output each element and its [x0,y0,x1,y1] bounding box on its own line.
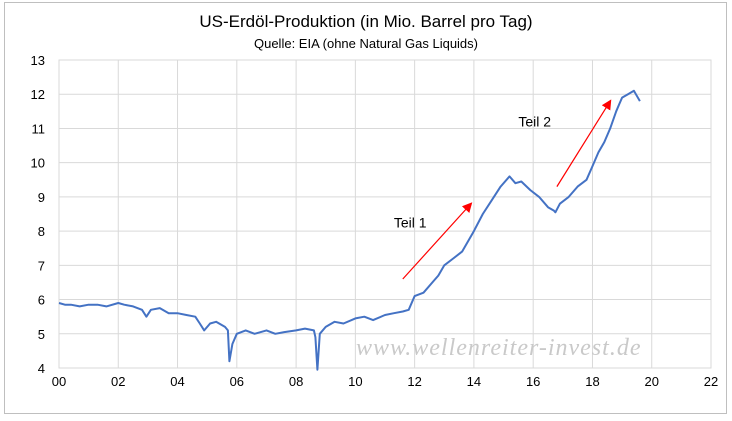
x-tick-label: 00 [52,374,66,389]
y-tick-label: 4 [38,361,45,376]
chart-subtitle: Quelle: EIA (ohne Natural Gas Liquids) [253,36,478,51]
y-tick-label: 7 [38,258,45,273]
y-tick-label: 8 [38,224,45,239]
y-tick-label: 5 [38,327,45,342]
y-tick-label: 9 [38,190,45,205]
watermark: www.wellenreiter-invest.de [356,335,642,361]
x-tick-label: 22 [704,374,718,389]
plot-area [58,59,712,369]
x-tick-label: 10 [348,374,362,389]
chart-title: US-Erdöl-Produktion (in Mio. Barrel pro … [199,12,533,31]
chart-frame [4,2,727,414]
x-tick-label: 12 [407,374,421,389]
x-tick-label: 14 [467,374,481,389]
y-tick-label: 12 [31,87,45,102]
x-tick-label: 08 [289,374,303,389]
trend-arrow [402,202,473,280]
trend-arrow [556,99,612,187]
x-tick-label: 06 [230,374,244,389]
x-tick-label: 18 [585,374,599,389]
y-tick-label: 11 [32,121,46,136]
y-tick-label: 10 [31,156,45,171]
y-tick-label: 6 [38,293,45,308]
series-line [58,89,641,371]
y-tick-label: 13 [31,53,45,68]
x-tick-label: 04 [170,374,184,389]
x-tick-label: 02 [111,374,125,389]
x-tick-label: 20 [644,374,658,389]
annotation-label: Teil 2 [518,114,551,130]
annotation-label: Teil 1 [394,215,427,231]
x-tick-label: 16 [526,374,540,389]
